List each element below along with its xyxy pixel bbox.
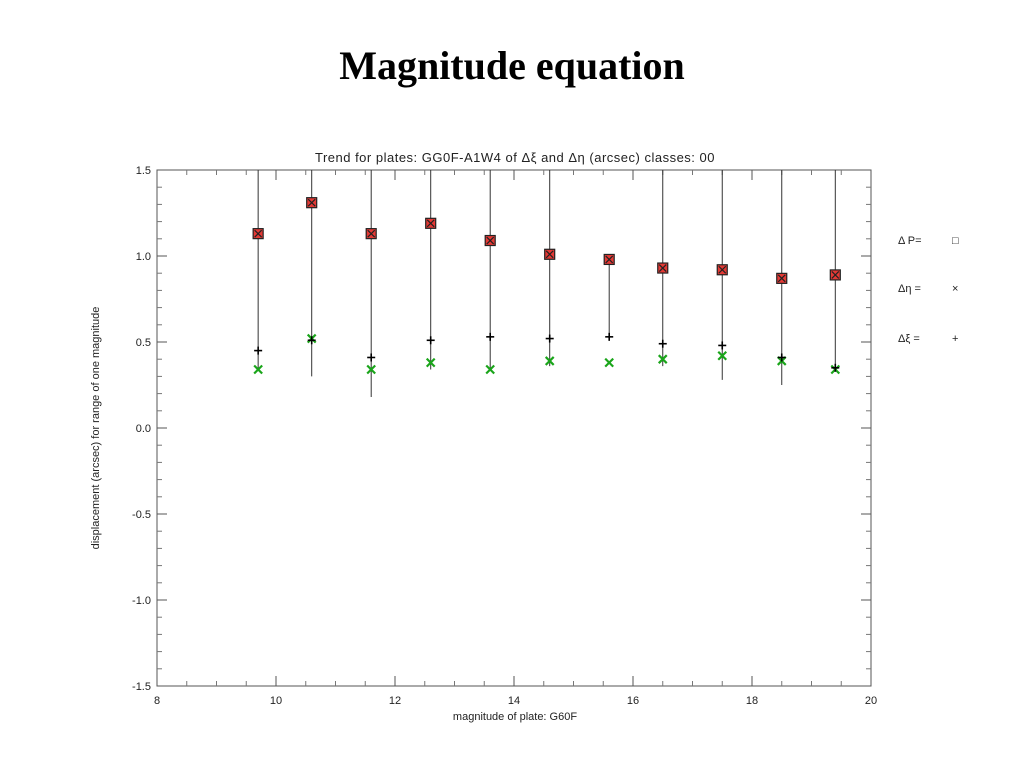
point-delta-p-cross <box>658 264 667 272</box>
x-tick-label: 8 <box>154 695 160 707</box>
point-delta-p-cross <box>486 236 495 245</box>
x-axis-label: magnitude of plate: G60F <box>453 711 577 723</box>
point-delta-p-cross <box>718 265 727 274</box>
x-tick-label: 12 <box>389 695 401 707</box>
legend-label: Δη = <box>898 283 921 295</box>
point-delta-eta <box>657 354 668 364</box>
point-delta-eta <box>425 357 436 368</box>
point-delta-p-cross <box>367 229 376 238</box>
y-tick-label: -0.5 <box>132 509 151 521</box>
point-delta-eta <box>717 350 728 361</box>
y-tick-label: 1.5 <box>136 165 151 177</box>
x-tick-label: 18 <box>746 695 758 707</box>
plot-frame <box>156 169 872 687</box>
x-tick-label: 16 <box>627 695 639 707</box>
point-delta-p-cross <box>545 250 554 259</box>
y-tick-label: -1.0 <box>132 595 151 607</box>
x-tick-label: 14 <box>508 695 520 707</box>
x-tick-label: 10 <box>270 695 282 707</box>
point-delta-eta <box>604 357 614 368</box>
point-delta-p-cross <box>426 219 435 228</box>
point-delta-eta <box>366 364 376 375</box>
y-tick-label: 0.5 <box>136 337 151 349</box>
point-delta-p-cross <box>307 198 316 207</box>
legend: Δ P= □ Δη = × Δξ = + <box>898 235 959 345</box>
y-tick-label: 0.0 <box>136 423 151 435</box>
x-tick-label: 20 <box>865 695 877 707</box>
y-tick-label: 1.0 <box>136 251 151 263</box>
point-delta-eta <box>485 364 495 375</box>
legend-label: Δ P= <box>898 235 922 247</box>
y-axis-label: displacement (arcsec) for range of one m… <box>90 307 102 550</box>
point-delta-p-cross <box>777 274 786 283</box>
point-delta-eta <box>253 364 263 375</box>
y-tick-label: -1.5 <box>132 681 151 693</box>
legend-symbol: + <box>952 333 958 345</box>
point-delta-p-cross <box>605 255 614 264</box>
data-markers <box>252 197 841 375</box>
legend-symbol: □ <box>952 235 959 247</box>
legend-label: Δξ = <box>898 333 920 345</box>
point-delta-p-cross <box>254 229 263 238</box>
axes: 8 10 12 14 16 18 20 -1.5 -1.0 -0.5 0.0 0.5 1.0 1.5 <box>132 165 877 707</box>
point-delta-p-cross <box>831 270 840 279</box>
legend-symbol: × <box>952 283 958 295</box>
chart-title: Trend for plates: GG0F-A1W4 of Δξ and Δη… <box>315 150 715 165</box>
slide-title: Magnitude equation <box>339 43 685 88</box>
point-delta-eta <box>544 356 555 366</box>
